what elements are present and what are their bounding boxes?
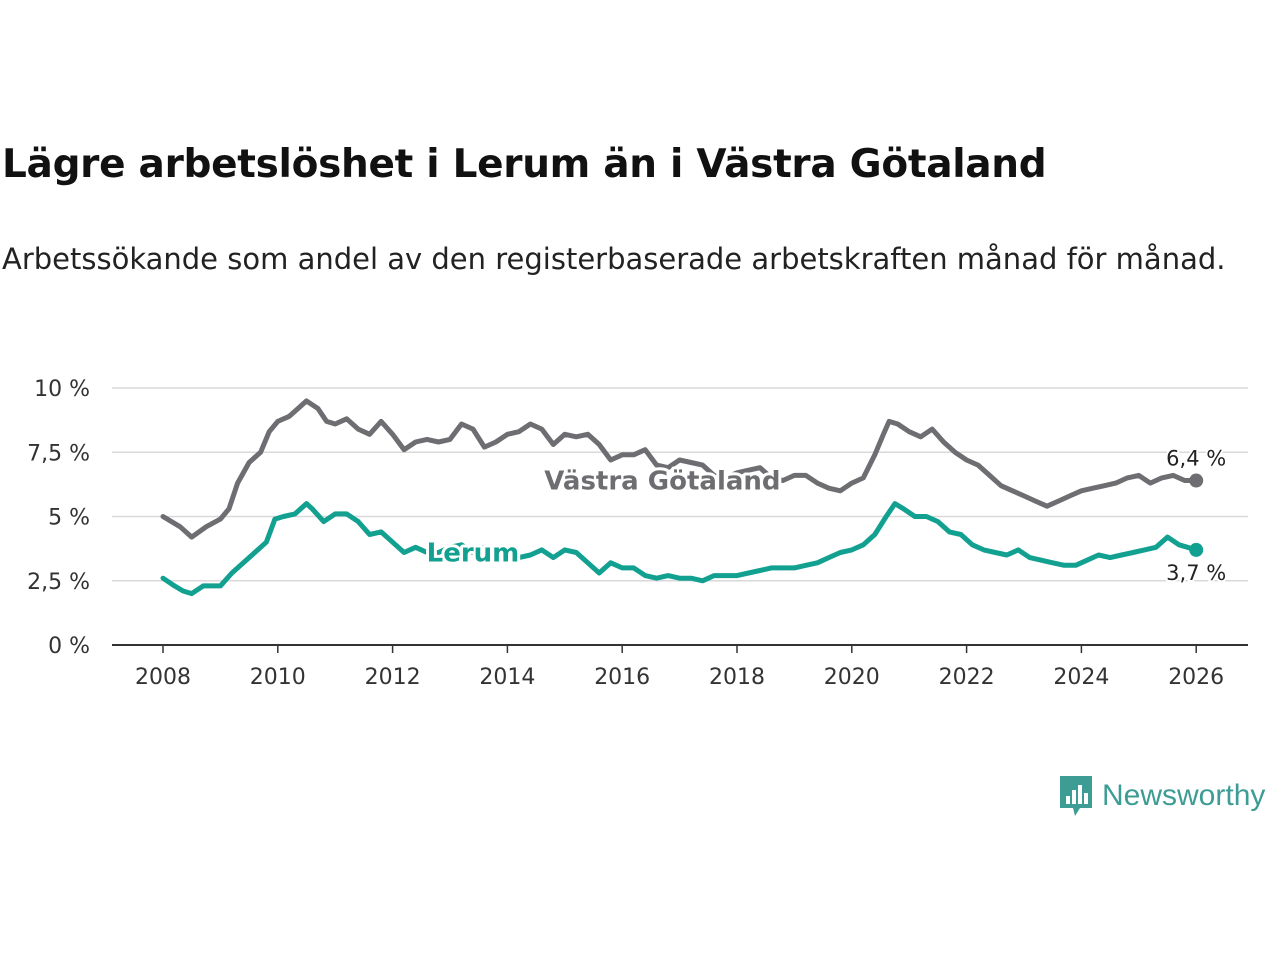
end-value-label-v-stra-g-taland: 6,4 %	[1166, 447, 1226, 471]
chart-title: Lägre arbetslöshet i Lerum än i Västra G…	[2, 142, 1047, 187]
x-tick-label: 2020	[824, 665, 880, 690]
x-tick-label: 2010	[250, 665, 306, 690]
x-axis-ticks: 2008 2010 2012 2014 2016 2018 2020 2022 2024 2026	[135, 645, 1224, 690]
y-axis-ticks: 0 % 2,5 % 5 % 7,5 % 10 %	[27, 377, 90, 659]
y-tick-label: 7,5 %	[27, 441, 90, 466]
chart-subtitle: Arbetssökande som andel av den registerb…	[2, 242, 1226, 276]
series-label-v-stra-g-taland: Västra Götaland	[544, 467, 780, 497]
newsworthy-logo: Newsworthy	[1058, 774, 1265, 818]
x-tick-label: 2024	[1053, 665, 1109, 690]
x-tick-label: 2018	[709, 665, 765, 690]
brand-name: Newsworthy	[1102, 779, 1266, 812]
series-line-v-stra-g-taland	[160, 398, 1199, 540]
grid-lines	[112, 387, 1248, 646]
end-point-v-stra-g-taland	[1189, 473, 1204, 488]
series-labels: 6,4 % Västra Götaland 3,7 % Lerum	[424, 445, 1229, 587]
x-tick-label: 2022	[939, 665, 995, 690]
series-lines	[160, 398, 1204, 597]
y-tick-label: 10 %	[34, 377, 90, 402]
end-value-label-lerum: 3,7 %	[1166, 561, 1226, 585]
x-tick-label: 2016	[594, 665, 650, 690]
x-tick-label: 2014	[479, 665, 535, 690]
newsworthy-logo-icon	[1060, 776, 1092, 816]
series-line-lerum	[160, 501, 1199, 597]
x-tick-label: 2012	[365, 665, 421, 690]
series-label-lerum: Lerum	[427, 538, 520, 568]
x-tick-label: 2008	[135, 665, 191, 690]
y-tick-label: 2,5 %	[27, 570, 90, 595]
end-point-lerum	[1189, 542, 1204, 557]
y-tick-label: 5 %	[48, 506, 90, 531]
y-tick-label: 0 %	[48, 634, 90, 659]
x-tick-label: 2026	[1168, 665, 1224, 690]
line-chart: 0 % 2,5 % 5 % 7,5 % 10 % 2008 2010 2012 2014 201…	[27, 377, 1248, 690]
